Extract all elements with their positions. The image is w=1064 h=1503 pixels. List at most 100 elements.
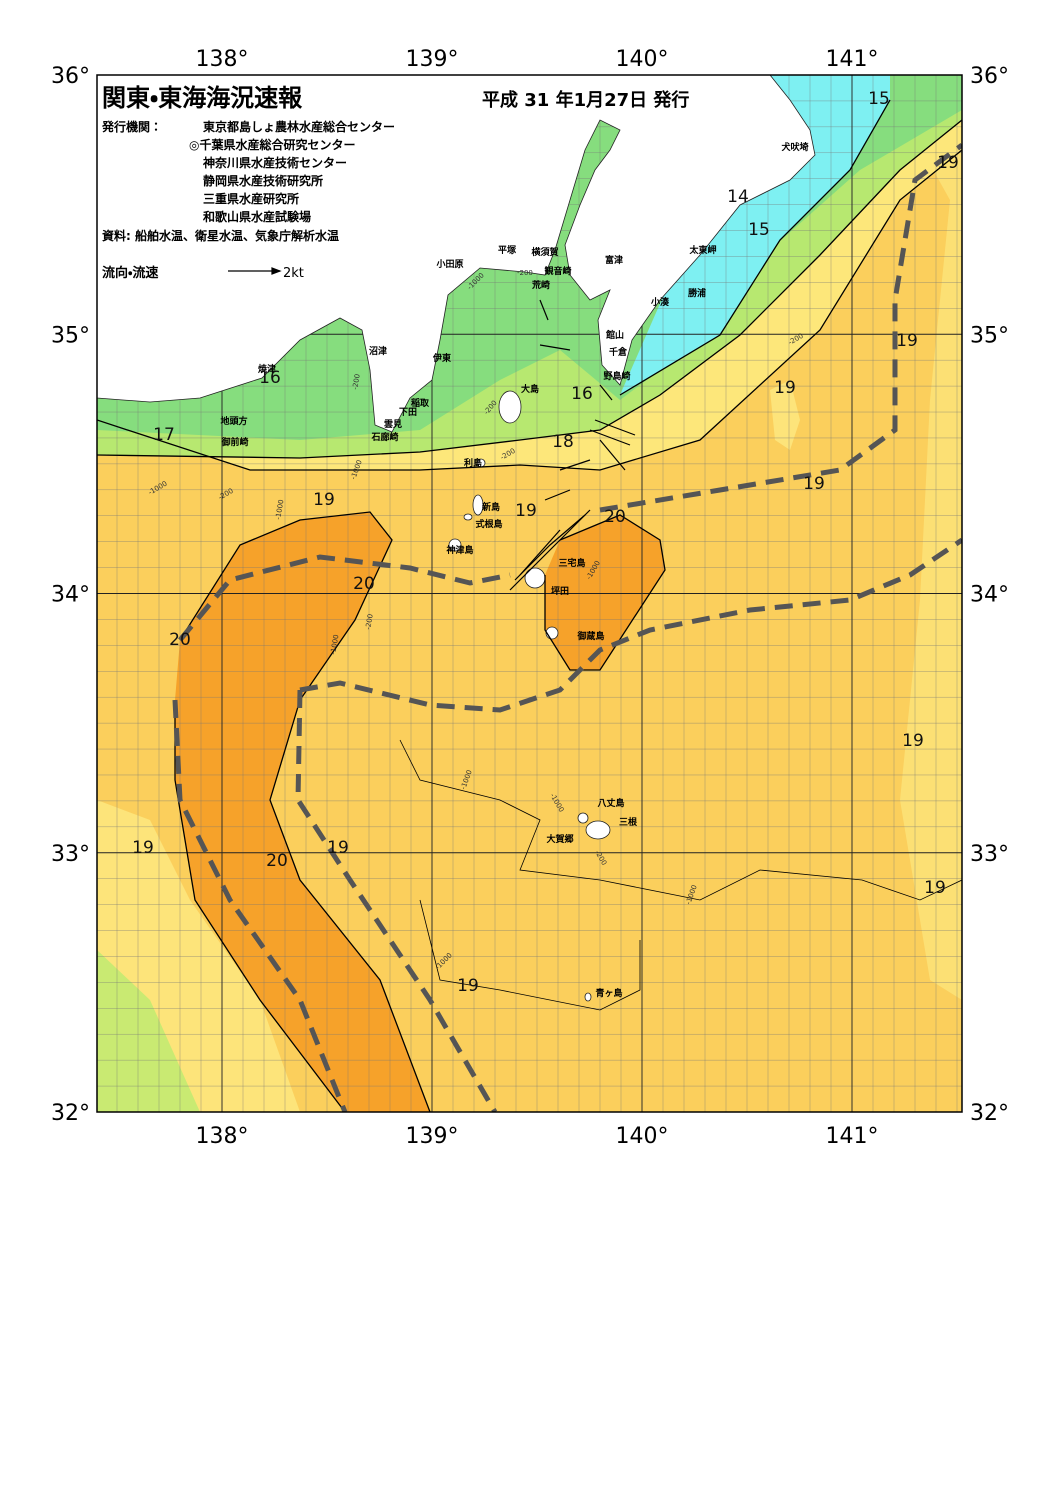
place-name: 石廊崎 bbox=[370, 431, 398, 443]
place-name: 太東岬 bbox=[688, 244, 716, 256]
land bbox=[97, 75, 816, 1002]
issuer: 三重県水産研究所 bbox=[203, 191, 299, 206]
place-name: 青ヶ島 bbox=[595, 987, 622, 999]
place-name: 勝浦 bbox=[688, 287, 706, 299]
lat-label: 33° bbox=[970, 842, 1009, 867]
temperature-label: 16 bbox=[571, 384, 593, 404]
place-name: 小湊 bbox=[650, 296, 670, 308]
lat-label: 35° bbox=[970, 323, 1009, 348]
place-name: 神津島 bbox=[445, 544, 473, 556]
lon-label: 139° bbox=[406, 1124, 459, 1149]
depth-label: -1000 bbox=[274, 499, 285, 520]
sources: 資料: 船舶水温、衛星水温、気象庁解析水温 bbox=[102, 228, 339, 243]
temperature-label: 19 bbox=[327, 838, 349, 858]
current-axis bbox=[172, 142, 962, 1112]
lon-label: 138° bbox=[196, 1124, 249, 1149]
place-name: 下田 bbox=[399, 407, 417, 418]
lon-label: 141° bbox=[826, 1124, 879, 1149]
issuer: 静岡県水産技術研究所 bbox=[203, 173, 323, 188]
place-name: 富津 bbox=[605, 254, 623, 266]
cool-zone bbox=[770, 380, 800, 450]
contours bbox=[97, 99, 962, 1112]
issuer: 和歌山県水産試験場 bbox=[202, 209, 311, 224]
temperature-label: 19 bbox=[457, 976, 479, 996]
place-name: 地頭方 bbox=[220, 415, 247, 427]
lon-label: 138° bbox=[196, 47, 249, 72]
current-arrows bbox=[228, 267, 636, 591]
grid bbox=[97, 75, 962, 1112]
place-name: 新島 bbox=[481, 501, 500, 513]
cyan-band bbox=[620, 75, 890, 395]
temperature-label: 14 bbox=[727, 187, 749, 207]
temperature-label: 19 bbox=[896, 331, 918, 351]
place-name: 観音崎 bbox=[544, 265, 571, 277]
temperature-label: 19 bbox=[803, 474, 825, 494]
temperature-label: 19 bbox=[937, 153, 959, 173]
lat-label: 32° bbox=[51, 1101, 90, 1126]
place-name: 横須賀 bbox=[531, 246, 558, 258]
issue-date: 平成 31 年1月27日 発行 bbox=[482, 89, 689, 111]
temperature-label: 20 bbox=[266, 851, 288, 871]
cool-zone bbox=[97, 950, 200, 1112]
temperature-label: 19 bbox=[924, 878, 946, 898]
place-name: 沼津 bbox=[369, 345, 387, 357]
place-name: 雲見 bbox=[384, 418, 402, 430]
place-name: 坪田 bbox=[551, 585, 569, 597]
place-name: 利島 bbox=[463, 457, 482, 469]
lat-label: 34° bbox=[970, 583, 1009, 608]
lon-label: 140° bbox=[616, 1124, 669, 1149]
temperature-label: 20 bbox=[169, 630, 191, 650]
issuers-label: 発行機関： bbox=[101, 119, 162, 134]
issuer: ◎千葉県水産総合研究センター bbox=[189, 137, 355, 152]
temperature-label: 19 bbox=[515, 501, 537, 521]
lat-label: 33° bbox=[51, 842, 90, 867]
temperature-label: 15 bbox=[748, 220, 770, 240]
lat-label: 34° bbox=[51, 583, 90, 608]
map-frame bbox=[96, 74, 963, 1113]
cool-zone bbox=[880, 75, 962, 1000]
issuer: 東京都島しょ農林水産総合センター bbox=[203, 119, 395, 134]
place-name: 八丈島 bbox=[597, 797, 624, 809]
place-name: 稲取 bbox=[411, 397, 430, 409]
temperature-label: 20 bbox=[353, 574, 375, 594]
place-name: 小田原 bbox=[435, 258, 463, 270]
place-name: 平塚 bbox=[498, 244, 517, 256]
temperature-label: 17 bbox=[153, 425, 175, 445]
place-name: 千倉 bbox=[609, 346, 628, 358]
place-name: 三根 bbox=[619, 816, 638, 828]
place-name: 荒崎 bbox=[531, 279, 550, 291]
land-mass bbox=[97, 75, 816, 433]
depth-label: -200 bbox=[351, 373, 362, 390]
legend-label: 流向・流速 bbox=[102, 265, 158, 281]
place-name: 野島崎 bbox=[603, 370, 630, 382]
issuer: 神奈川県水産技術センター bbox=[202, 155, 347, 170]
lon-label: 140° bbox=[616, 47, 669, 72]
lat-label: 32° bbox=[970, 1101, 1009, 1126]
place-name: 御蔵島 bbox=[576, 630, 604, 642]
warm-zone bbox=[545, 515, 665, 670]
lon-label: 141° bbox=[826, 47, 879, 72]
title: 関東・東海海況速報 bbox=[102, 84, 303, 112]
place-name: 館山 bbox=[605, 329, 624, 341]
lat-label: 35° bbox=[51, 323, 90, 348]
temperature-label: 19 bbox=[774, 378, 796, 398]
temperature-label: 15 bbox=[868, 89, 890, 109]
place-name: 三宅島 bbox=[558, 557, 585, 569]
temperature-label: 18 bbox=[552, 432, 574, 452]
depth-label: -1000 bbox=[329, 634, 340, 655]
warm-zone bbox=[175, 512, 430, 1112]
temperature-label: 16 bbox=[259, 368, 281, 388]
temperature-label: 19 bbox=[313, 490, 335, 510]
place-name: 大島 bbox=[521, 383, 539, 395]
place-name: 大賀郷 bbox=[546, 833, 573, 845]
temperature-label: 19 bbox=[132, 838, 154, 858]
depth-label: -200 bbox=[517, 269, 533, 277]
lat-label: 36° bbox=[970, 64, 1009, 89]
temperature-label: 19 bbox=[902, 731, 924, 751]
place-name: 焼津 bbox=[258, 363, 276, 375]
place-name: 御前崎 bbox=[220, 436, 248, 448]
place-name: 式根島 bbox=[475, 518, 502, 530]
legend-speed: 2kt bbox=[283, 266, 304, 281]
lon-label: 139° bbox=[406, 47, 459, 72]
